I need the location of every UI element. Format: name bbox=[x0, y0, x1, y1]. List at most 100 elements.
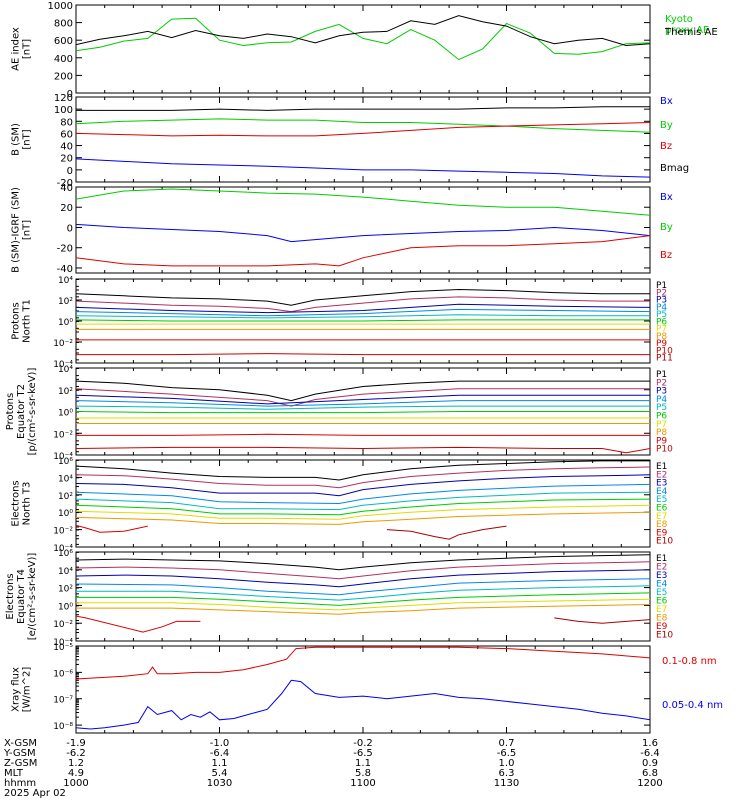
y-tick-label: 10⁰ bbox=[58, 409, 73, 419]
series-line-e7 bbox=[76, 598, 650, 611]
y-axis-label: [p/(cm²-s-sr-keV)] bbox=[27, 368, 38, 456]
y-tick-label: 10⁰ bbox=[58, 509, 73, 519]
series-line-e10 bbox=[554, 617, 650, 624]
series-line-e1 bbox=[76, 460, 650, 481]
y-tick-label: 100 bbox=[54, 105, 73, 116]
legend-entry: E3 bbox=[656, 479, 667, 489]
x-row-label: X-GSM bbox=[4, 738, 37, 749]
y-tick-label: 10⁻⁷ bbox=[53, 696, 73, 706]
x-tick-label: 5.8 bbox=[355, 768, 371, 779]
series-line-e10 bbox=[386, 525, 507, 540]
legend-entry: P1 bbox=[656, 370, 667, 380]
legend-entry: 0.05-0.4 nm bbox=[662, 700, 723, 711]
legend-entry: E2 bbox=[656, 470, 667, 480]
series-line-e3 bbox=[76, 569, 650, 588]
legend-entry: E1 bbox=[656, 554, 667, 564]
x-tick-label: 0.7 bbox=[499, 738, 515, 749]
legend-entry: Bx bbox=[660, 192, 673, 203]
y-axis-label: North T3 bbox=[22, 482, 33, 526]
series-line-p2 bbox=[76, 388, 650, 407]
legend-entry: E5 bbox=[656, 588, 667, 598]
y-axis-label: AE index bbox=[11, 27, 22, 71]
series-line-e3 bbox=[76, 474, 650, 497]
y-axis-label: Protons bbox=[11, 302, 22, 339]
legend-entry: P4 bbox=[656, 303, 667, 313]
x-tick-label: -6.4 bbox=[210, 748, 230, 759]
y-axis-label: Equator T2 bbox=[16, 384, 27, 439]
series-line-by bbox=[76, 188, 650, 216]
legend-entry: Bx bbox=[660, 96, 673, 107]
y-tick-label: 0 bbox=[67, 166, 73, 177]
y-axis-label: Xray flux bbox=[11, 667, 22, 712]
y-tick-label: 10⁴ bbox=[58, 474, 73, 484]
series-line-e9 bbox=[76, 615, 201, 633]
legend-entry: E3 bbox=[656, 571, 667, 581]
x-tick-label: 1030 bbox=[207, 778, 232, 789]
legend-entry: P9 bbox=[656, 339, 667, 349]
series-line-e7 bbox=[76, 504, 650, 520]
x-tick-label: 0.9 bbox=[642, 758, 658, 769]
y-tick-label: 10⁻⁴ bbox=[53, 360, 73, 370]
y-tick-label: 10⁻² bbox=[53, 527, 73, 537]
series-line-e8 bbox=[76, 604, 650, 615]
x-row-label: hhmm bbox=[4, 778, 36, 789]
series-line-p1 bbox=[76, 288, 650, 306]
y-axis-label: Protons bbox=[5, 393, 16, 430]
legend-entry: Themis AE bbox=[664, 27, 718, 38]
panel-8: 10⁻⁸ 10⁻⁷ 10⁻⁶ 10⁻⁵ Xray flux [W/m^2] 0.1-0.8 … bbox=[11, 643, 723, 734]
x-tick-label: 1.1 bbox=[355, 758, 371, 769]
panel-7: 10⁻⁴ 10⁻² 10⁰ 10² 10⁴ 10⁶ Electrons Equator T4[… bbox=[5, 549, 673, 648]
x-tick-label: 1.1 bbox=[212, 758, 228, 769]
series-line-p5 bbox=[76, 314, 650, 319]
x-tick-label: 1130 bbox=[494, 778, 519, 789]
legend-entry: P5 bbox=[656, 403, 667, 413]
series-line-themis-ae bbox=[76, 15, 650, 47]
y-axis-label: Electrons bbox=[5, 573, 16, 619]
y-tick-label: 10⁻² bbox=[53, 620, 73, 630]
y-tick-label: 10⁻⁴ bbox=[53, 544, 73, 554]
y-tick-label: -40 bbox=[57, 264, 73, 275]
series-line-bx bbox=[76, 158, 650, 178]
y-axis-label: Equator T4 bbox=[16, 569, 27, 624]
y-tick-label: 10² bbox=[58, 492, 73, 502]
legend-entry: By bbox=[660, 222, 673, 233]
legend-entry: Bmag bbox=[660, 163, 689, 174]
legend-entry: P8 bbox=[656, 332, 667, 342]
legend-entry: P7 bbox=[656, 325, 667, 335]
legend-entry: P2 bbox=[656, 378, 667, 388]
panel-frame bbox=[75, 551, 651, 642]
legend-entry: E2 bbox=[656, 563, 667, 573]
legend-entry: P2 bbox=[656, 288, 667, 298]
date-label: 2025 Apr 02 bbox=[4, 788, 66, 799]
legend-entry: P11 bbox=[656, 354, 673, 364]
y-tick-label: 10⁴ bbox=[58, 567, 73, 577]
series-line-bz bbox=[76, 122, 650, 137]
x-tick-label: -6.5 bbox=[353, 748, 373, 759]
legend-entry: 0.1-0.8 nm bbox=[662, 656, 717, 667]
legend-entry: P3 bbox=[656, 387, 667, 397]
panel-5: 10⁻⁴ 10⁻² 10⁰ 10² 10⁴ Protons Equator T2 [p/(cm… bbox=[5, 365, 673, 462]
x-tick-label: 1200 bbox=[637, 778, 662, 789]
series-line-p6 bbox=[76, 411, 650, 414]
panel-frame bbox=[75, 459, 651, 548]
series-line-e6 bbox=[76, 498, 650, 516]
x-tick-label: 1100 bbox=[350, 778, 375, 789]
series-line-0-1-0-8-nm bbox=[76, 646, 650, 680]
legend-entry: P10 bbox=[656, 445, 673, 455]
y-tick-label: 600 bbox=[54, 36, 73, 47]
x-tick-label: -1.9 bbox=[66, 738, 86, 749]
series-line-e2 bbox=[76, 466, 650, 489]
series-line-e9 bbox=[76, 524, 148, 533]
legend-entry: E7 bbox=[656, 512, 667, 522]
legend-entry: P8 bbox=[656, 428, 667, 438]
y-tick-label: 10⁶ bbox=[58, 457, 73, 467]
legend-entry: P1 bbox=[656, 281, 667, 291]
legend-entry: P3 bbox=[656, 296, 667, 306]
legend-entry: P4 bbox=[656, 395, 667, 405]
series-line-p5 bbox=[76, 405, 650, 410]
panel-frame bbox=[75, 186, 651, 274]
series-line-0-05-0-4-nm bbox=[76, 679, 650, 730]
series-line-e5 bbox=[76, 585, 650, 601]
